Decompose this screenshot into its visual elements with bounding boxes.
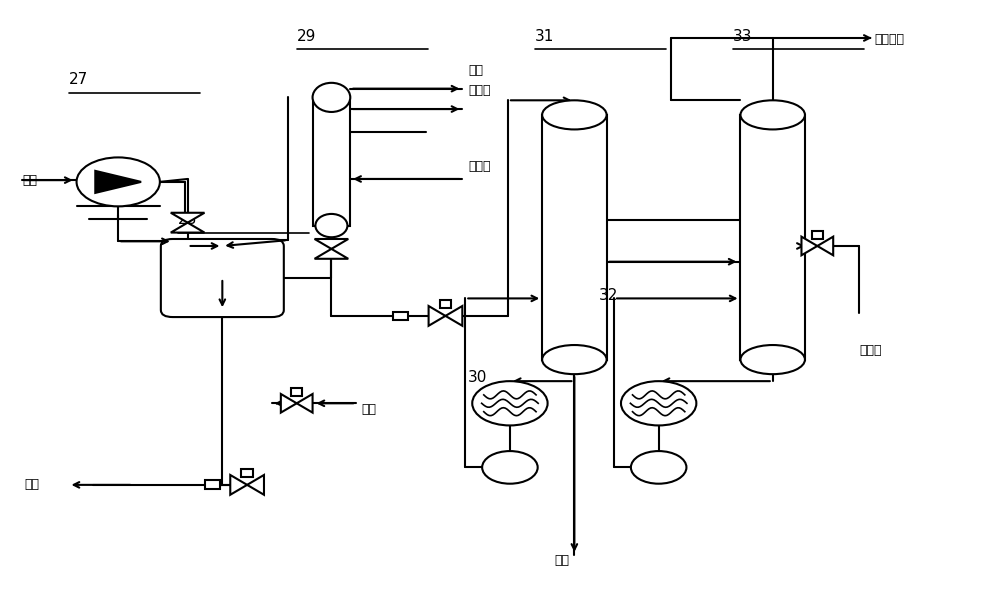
Bar	[812, 231, 823, 239]
Circle shape	[77, 157, 160, 206]
Polygon shape	[445, 306, 462, 326]
Text: 32: 32	[599, 288, 619, 303]
Polygon shape	[297, 394, 313, 413]
FancyBboxPatch shape	[161, 239, 284, 317]
Bar	[440, 300, 451, 308]
Text: 液氨: 液氨	[24, 478, 39, 491]
Text: 27: 27	[69, 73, 88, 87]
Ellipse shape	[740, 345, 805, 374]
Ellipse shape	[313, 83, 350, 112]
Polygon shape	[171, 223, 204, 233]
Polygon shape	[95, 171, 141, 193]
Ellipse shape	[740, 100, 805, 129]
Text: 冷氨: 冷氨	[22, 174, 37, 187]
Text: 33: 33	[733, 29, 753, 44]
Ellipse shape	[542, 100, 607, 129]
Text: 29: 29	[297, 29, 316, 44]
Bar	[205, 480, 220, 489]
Ellipse shape	[315, 214, 347, 237]
Circle shape	[631, 451, 686, 483]
Polygon shape	[247, 475, 264, 495]
Ellipse shape	[542, 345, 607, 374]
Text: 28: 28	[178, 212, 197, 228]
Circle shape	[482, 451, 538, 483]
Text: 循环水: 循环水	[468, 160, 491, 173]
Polygon shape	[429, 306, 445, 326]
Bar	[542, 115, 607, 359]
Text: 31: 31	[535, 29, 554, 44]
Text: 脱盐水: 脱盐水	[859, 345, 881, 358]
Bar	[291, 388, 302, 396]
Bar	[393, 311, 408, 320]
Bar	[313, 98, 350, 226]
Text: 气氨: 气氨	[361, 402, 376, 415]
Polygon shape	[230, 475, 247, 495]
Text: 30: 30	[468, 369, 488, 385]
Polygon shape	[315, 239, 348, 249]
Circle shape	[621, 381, 696, 426]
Polygon shape	[801, 236, 817, 255]
Text: 氨水: 氨水	[555, 554, 570, 567]
Text: 循环水: 循环水	[468, 84, 491, 97]
Polygon shape	[281, 394, 297, 413]
Polygon shape	[817, 236, 833, 255]
Text: 合格尾气: 合格尾气	[875, 33, 905, 46]
Bar	[241, 469, 253, 477]
Circle shape	[472, 381, 548, 426]
Polygon shape	[171, 213, 204, 223]
Bar	[740, 115, 805, 359]
Text: 液氨: 液氨	[468, 63, 483, 76]
Polygon shape	[315, 249, 348, 259]
